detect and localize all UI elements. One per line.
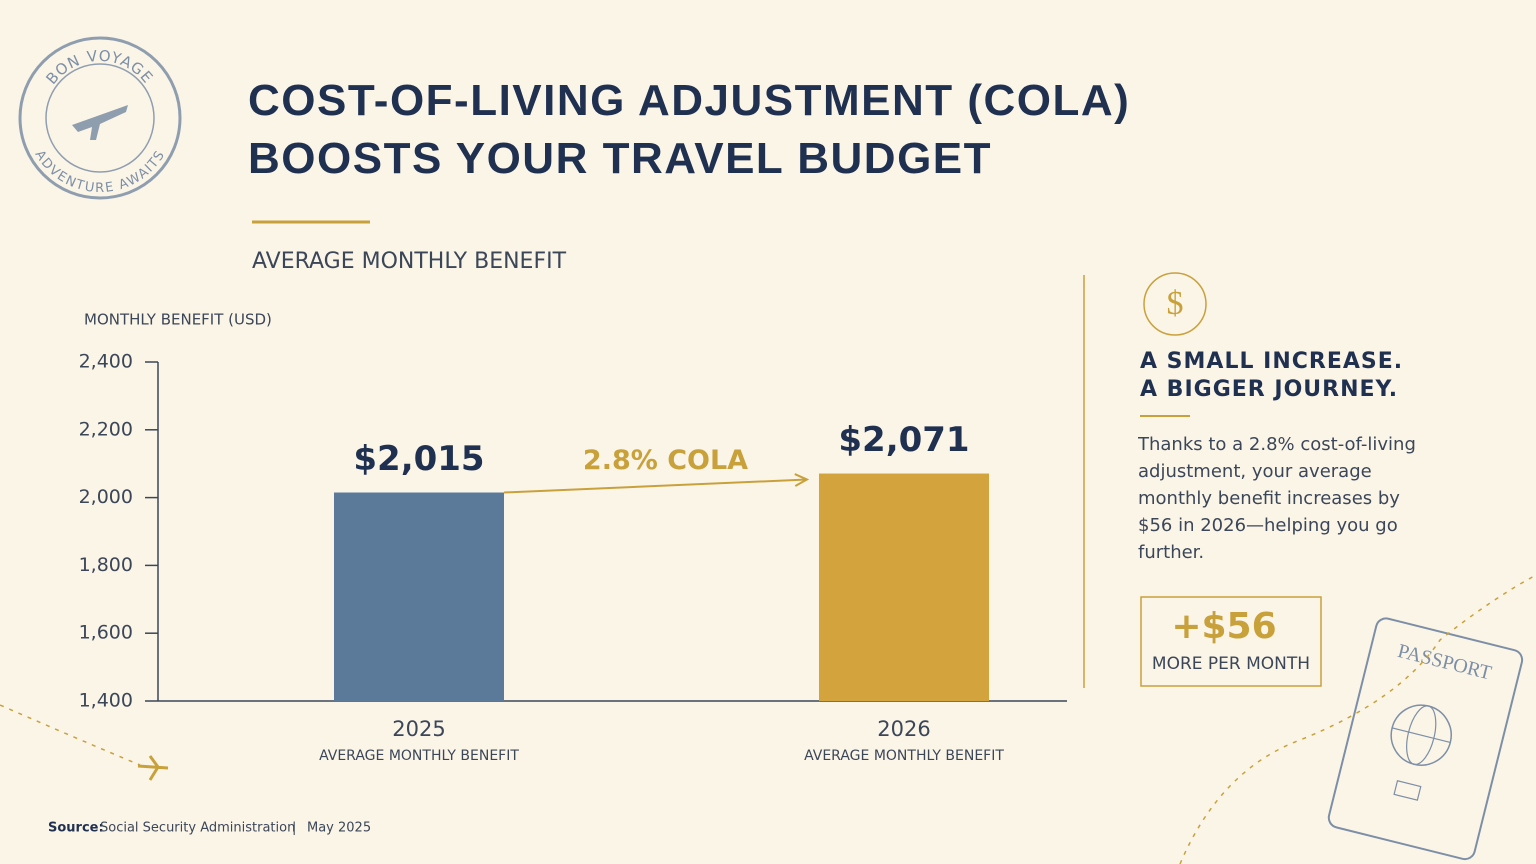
icon-ring [1143, 272, 1207, 336]
source-date: May 2025 [307, 821, 371, 836]
stamp-top: BON VOYAGE [42, 46, 158, 87]
annotation: 2.8% COLA [583, 445, 748, 476]
panel-heading: A BIGGER JOURNEY. [1140, 377, 1398, 402]
flight-path [0, 704, 141, 766]
y-tick-label: 2,200 [79, 418, 133, 440]
bar [334, 492, 504, 701]
callout-value: +$56 [1171, 606, 1276, 647]
icon: $ [1167, 285, 1184, 322]
y-tick-label: 1,600 [79, 622, 133, 644]
source-text: Social Security Administration [100, 821, 295, 836]
source-separator: | [292, 821, 296, 836]
panel-body: Thanks to a 2.8% cost-of-living adjustme… [1138, 434, 1416, 563]
y-tick-label: 1,400 [79, 690, 133, 712]
panel-heading: A SMALL INCREASE. [1140, 349, 1403, 374]
y-tick-label: 2,400 [79, 351, 133, 373]
x-tick-note: AVERAGE MONTHLY BENEFIT [319, 748, 519, 764]
value-label: $2,015 [353, 439, 484, 479]
title-box: COST-OF-LIVING ADJUSTMENT (COLA) BOOSTS … [248, 76, 1131, 183]
cola-arrow [503, 478, 808, 494]
callout-label: MORE PER MONTH [1152, 654, 1310, 674]
x-tick-label: 2026 [877, 717, 930, 741]
stamp [18, 36, 182, 200]
plane-icon [137, 755, 169, 781]
chart-subtitle: AVERAGE MONTHLY BENEFIT [252, 249, 567, 274]
cola-arrowhead [794, 473, 810, 487]
y-tick-label: 1,800 [79, 554, 133, 576]
callout-box [1140, 596, 1322, 687]
chart-title: COST-OF-LIVING ADJUSTMENT (COLA) BOOSTS … [248, 76, 1131, 183]
passport-text: PASSPORT [1395, 640, 1493, 685]
passport: PASSPORT [1327, 617, 1524, 861]
bar [819, 473, 989, 701]
stamp-top-text: BON VOYAGE [42, 46, 156, 87]
source-label: Source: [48, 821, 104, 836]
y-tick-label: 2,000 [79, 486, 133, 508]
panel-body-box: Thanks to a 2.8% cost-of-living adjustme… [1138, 434, 1416, 563]
flight-path [1179, 574, 1536, 864]
y-axis-label: MONTHLY BENEFIT (USD) [84, 311, 272, 329]
x-tick-note: AVERAGE MONTHLY BENEFIT [804, 748, 1004, 764]
x-tick-label: 2025 [392, 717, 445, 741]
value-label: $2,071 [838, 420, 969, 460]
